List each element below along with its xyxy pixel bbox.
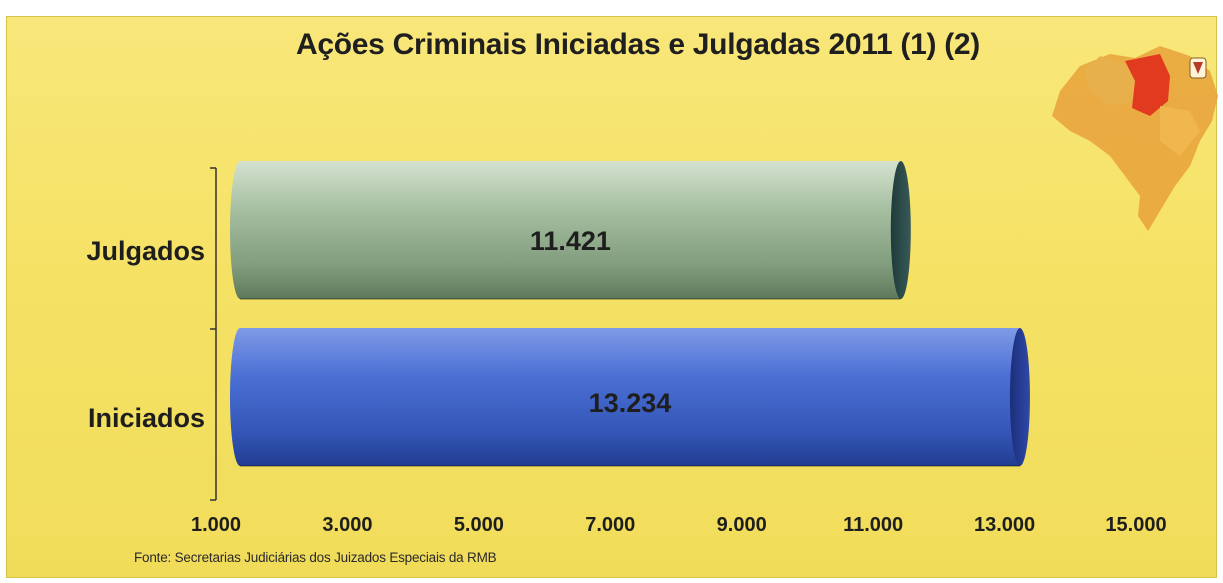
bar-julgados: 11.421 Julgados [86,161,911,300]
x-tick-label: 15.000 [1105,514,1166,536]
x-tick-label: 1.000 [191,514,241,536]
brazil-map-icon [1052,46,1218,231]
source-note: Fonte: Secretarias Judiciárias dos Juiza… [134,550,497,565]
category-label-julgados: Julgados [86,236,205,266]
x-tick-label: 5.000 [454,514,504,536]
x-tick-label: 11.000 [843,514,903,536]
bar-body [240,328,1020,466]
x-tick-label: 3.000 [322,514,372,536]
category-label-iniciados: Iniciados [88,403,205,433]
axes [210,167,217,501]
x-tick-labels: 1.000 3.000 5.000 7.000 9.000 11.000 13.000 15.… [191,514,1167,536]
bar-end-cap [1009,328,1030,466]
data-label-iniciados: 13.234 [589,388,672,418]
bar-body [240,161,901,299]
bar-iniciados: 13.234 Iniciados [88,328,1030,467]
chart-title: Ações Criminais Iniciadas e Julgadas 201… [296,28,980,61]
bars-layer: 11.421 Julgados 13.234 Iniciados [86,161,1030,467]
bar-end-cap [890,161,911,299]
x-tick-label: 7.000 [585,514,635,536]
data-label-julgados: 11.421 [530,226,611,256]
x-tick-label: 13.000 [974,514,1035,536]
x-tick-label: 9.000 [717,514,767,536]
